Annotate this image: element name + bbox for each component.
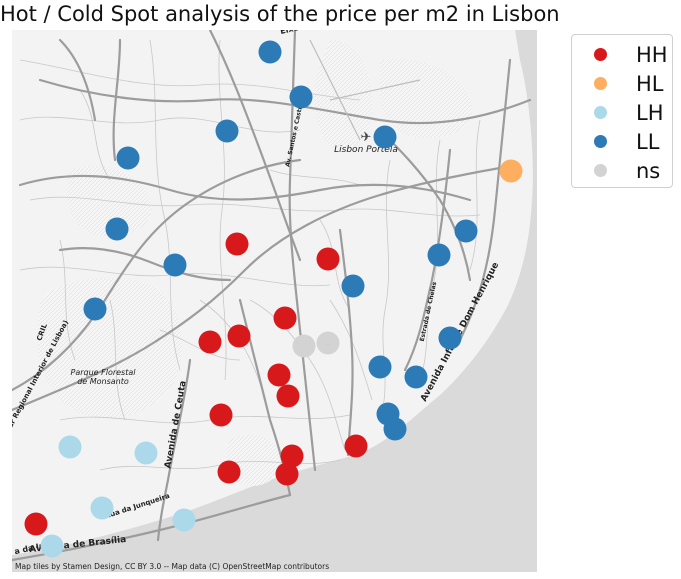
- point-hh: [198, 330, 222, 354]
- point-ll: [289, 85, 313, 109]
- point-ns: [292, 334, 316, 358]
- point-ll: [427, 243, 451, 267]
- legend-item-hh: HH: [572, 41, 672, 69]
- point-ll: [454, 219, 478, 243]
- point-lh: [134, 441, 158, 465]
- point-ll: [404, 365, 428, 389]
- point-ll: [258, 40, 282, 64]
- point-lh: [90, 496, 114, 520]
- point-hh: [344, 434, 368, 458]
- legend-label-hl: HL: [636, 72, 664, 96]
- legend-label-hh: HH: [636, 43, 668, 67]
- point-ns: [316, 331, 340, 355]
- legend-marker-hh: [594, 48, 607, 61]
- point-hl: [499, 159, 523, 183]
- point-ll: [383, 417, 407, 441]
- legend-label-ns: ns: [636, 159, 661, 183]
- point-ll: [215, 119, 239, 143]
- point-hh: [276, 384, 300, 408]
- point-lh: [172, 508, 196, 532]
- map-attribution: Map tiles by Stamen Design, CC BY 3.0 --…: [15, 562, 330, 571]
- legend-item-ll: LL: [572, 128, 672, 156]
- point-hh: [267, 363, 291, 387]
- legend-item-hl: HL: [572, 70, 672, 98]
- legend-marker-ns: [594, 164, 607, 177]
- legend-label-ll: LL: [636, 130, 660, 154]
- point-hh: [280, 444, 304, 468]
- legend-item-lh: LH: [572, 99, 672, 127]
- point-hh: [24, 512, 48, 536]
- legend-item-ns: ns: [572, 157, 672, 185]
- point-ll: [438, 326, 462, 350]
- legend-marker-hl: [594, 77, 607, 90]
- legend-marker-ll: [594, 135, 607, 148]
- point-lh: [58, 435, 82, 459]
- point-ll: [83, 297, 107, 321]
- point-ll: [341, 274, 365, 298]
- map-label: Parque Florestal: [71, 368, 137, 377]
- map-label: de Monsanto: [77, 377, 129, 386]
- point-ll: [105, 217, 129, 241]
- point-hh: [217, 460, 241, 484]
- point-hh: [227, 324, 251, 348]
- point-ll: [368, 355, 392, 379]
- point-hh: [275, 462, 299, 486]
- legend-marker-lh: [594, 106, 607, 119]
- airport-icon: ✈: [361, 130, 372, 145]
- point-ll: [373, 125, 397, 149]
- point-hh: [209, 403, 233, 427]
- point-ll: [163, 253, 187, 277]
- point-hh: [225, 232, 249, 256]
- legend-label-lh: LH: [636, 101, 664, 125]
- point-hh: [316, 247, 340, 271]
- map-label: Eixo: [279, 23, 300, 36]
- map-label: Lisbon Portela: [334, 145, 398, 155]
- point-ll: [116, 146, 140, 170]
- chart-title: Hot / Cold Spot analysis of the price pe…: [0, 2, 560, 26]
- point-hh: [273, 306, 297, 330]
- point-lh: [40, 534, 64, 558]
- cluster-points: [24, 40, 523, 558]
- legend: HH HL LH LL ns: [571, 34, 673, 188]
- river-shape: [12, 30, 537, 572]
